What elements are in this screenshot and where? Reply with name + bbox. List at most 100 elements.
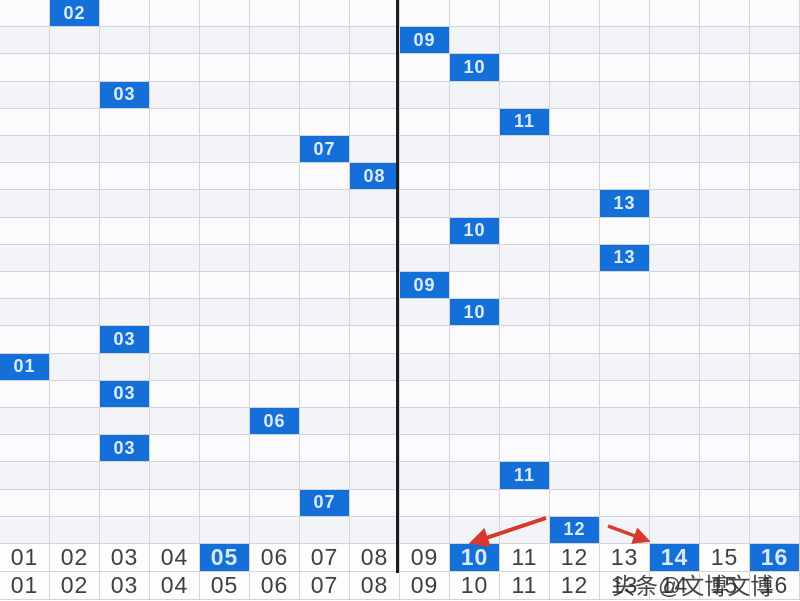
empty-cell: [500, 54, 550, 82]
empty-cell: [500, 244, 550, 272]
empty-cell: [400, 81, 450, 109]
empty-cell: [750, 217, 800, 245]
empty-cell: [150, 217, 200, 245]
axis-label-04: 04: [150, 544, 200, 572]
empty-cell: [150, 272, 200, 300]
empty-cell: [300, 299, 350, 327]
draw-row-12: 10: [0, 299, 800, 327]
empty-cell: [650, 326, 700, 354]
empty-cell: [700, 163, 750, 191]
empty-cell: [550, 299, 600, 327]
empty-cell: [650, 108, 700, 136]
drawn-number-cell-13: 13: [600, 190, 650, 218]
draw-row-7: 08: [0, 163, 800, 191]
drawn-number-cell-09: 09: [400, 27, 450, 55]
empty-cell: [650, 353, 700, 381]
empty-cell: [500, 272, 550, 300]
drawn-number-cell-08: 08: [350, 163, 400, 191]
empty-cell: [500, 326, 550, 354]
empty-cell: [450, 435, 500, 463]
empty-cell: [150, 326, 200, 354]
empty-cell: [150, 108, 200, 136]
empty-cell: [400, 353, 450, 381]
empty-cell: [300, 108, 350, 136]
empty-cell: [350, 54, 400, 82]
empty-cell: [250, 272, 300, 300]
empty-cell: [450, 136, 500, 164]
empty-cell: [100, 163, 150, 191]
empty-cell: [200, 54, 250, 82]
empty-cell: [200, 380, 250, 408]
empty-cell: [400, 462, 450, 490]
empty-cell: [250, 190, 300, 218]
empty-cell: [750, 244, 800, 272]
empty-cell: [250, 54, 300, 82]
empty-cell: [250, 326, 300, 354]
empty-cell: [50, 353, 100, 381]
empty-cell: [700, 136, 750, 164]
empty-cell: [550, 27, 600, 55]
empty-cell: [50, 272, 100, 300]
axis-label-09: 09: [400, 544, 450, 572]
empty-cell: [50, 27, 100, 55]
empty-cell: [350, 217, 400, 245]
empty-cell: [0, 299, 50, 327]
empty-cell: [550, 163, 600, 191]
empty-cell: [0, 380, 50, 408]
drawn-number-cell-10: 10: [450, 299, 500, 327]
axis-label-row-2: 01 02 03 04 05 06 07 08 09 10 11 12 13 14 15 16: [0, 572, 800, 600]
empty-cell: [400, 435, 450, 463]
empty-cell: [200, 462, 250, 490]
empty-cell: [250, 108, 300, 136]
empty-cell: [450, 244, 500, 272]
empty-cell: [600, 272, 650, 300]
empty-cell: [150, 462, 200, 490]
empty-cell: [650, 435, 700, 463]
empty-cell: [100, 244, 150, 272]
empty-cell: [550, 54, 600, 82]
empty-cell: [300, 244, 350, 272]
empty-cell: [350, 489, 400, 517]
empty-cell: [200, 272, 250, 300]
empty-cell: [350, 81, 400, 109]
empty-cell: [650, 136, 700, 164]
empty-cell: [100, 190, 150, 218]
empty-cell: [650, 272, 700, 300]
empty-cell: [750, 326, 800, 354]
empty-cell: [250, 0, 300, 28]
empty-cell: [350, 516, 400, 544]
empty-cell: [150, 435, 200, 463]
empty-cell: [50, 190, 100, 218]
empty-cell: [50, 136, 100, 164]
empty-cell: [150, 353, 200, 381]
empty-cell: [700, 0, 750, 28]
empty-cell: [750, 108, 800, 136]
empty-cell: [450, 516, 500, 544]
empty-cell: [50, 516, 100, 544]
empty-cell: [650, 244, 700, 272]
draw-row-10: 13: [0, 244, 800, 272]
empty-cell: [250, 136, 300, 164]
empty-cell: [150, 54, 200, 82]
empty-cell: [0, 244, 50, 272]
empty-cell: [0, 108, 50, 136]
empty-cell: [600, 217, 650, 245]
drawn-number-cell-03: 03: [100, 435, 150, 463]
empty-cell: [700, 326, 750, 354]
draw-row-17: 03: [0, 435, 800, 463]
empty-cell: [750, 516, 800, 544]
axis-label-10: 10: [450, 572, 500, 600]
empty-cell: [400, 380, 450, 408]
draw-row-4: 03: [0, 81, 800, 109]
empty-cell: [300, 163, 350, 191]
axis-label-row-1: 01 02 03 04 05 06 07 08 09 10 11 12 13 14 15 16: [0, 544, 800, 572]
empty-cell: [100, 462, 150, 490]
draw-row-5: 11: [0, 108, 800, 136]
empty-cell: [200, 190, 250, 218]
empty-cell: [600, 27, 650, 55]
empty-cell: [550, 81, 600, 109]
empty-cell: [550, 435, 600, 463]
axis-label-11: 11: [500, 544, 550, 572]
empty-cell: [550, 136, 600, 164]
empty-cell: [250, 435, 300, 463]
